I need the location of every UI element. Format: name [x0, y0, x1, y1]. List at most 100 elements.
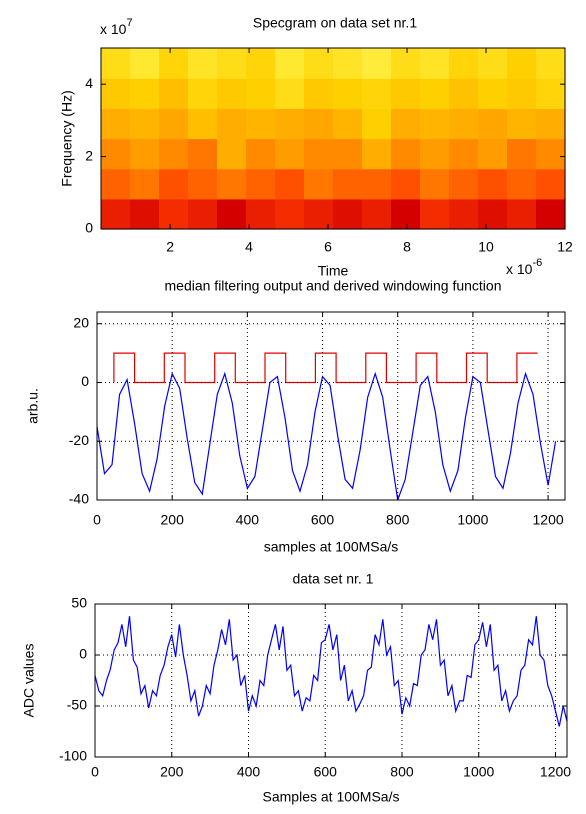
spectrogram-cell — [188, 168, 218, 200]
y-tick-label: -50 — [67, 697, 87, 713]
spectrogram-cell — [217, 78, 247, 109]
spectrogram-cell — [507, 108, 537, 140]
spectrogram-cell — [217, 138, 247, 170]
spectrogram-cell — [159, 48, 189, 79]
chart-title: data set nr. 1 — [293, 571, 374, 587]
spectrogram-cell — [246, 198, 276, 230]
spectrogram-cell — [420, 198, 450, 230]
spectrogram-cell — [449, 168, 479, 200]
spectrogram-cell — [130, 138, 160, 170]
y-axis-label: Frequency (Hz) — [59, 90, 75, 186]
spectrogram-cell — [420, 168, 450, 200]
spectrogram-cell — [478, 168, 508, 200]
spectrogram-cell — [217, 198, 247, 230]
spectrogram-cell — [304, 48, 334, 79]
x-tick-label: 2 — [166, 239, 174, 255]
x-tick-label: 6 — [324, 239, 332, 255]
spectrogram-cell — [391, 48, 421, 79]
spectrogram-cell — [391, 168, 421, 200]
spectrogram-cell — [275, 108, 305, 140]
y-tick-label: 0 — [79, 646, 87, 662]
y-tick-label: -100 — [59, 748, 87, 764]
x-tick-label: 12 — [557, 239, 573, 255]
spectrogram-cell — [507, 48, 537, 79]
spectrogram-cell — [217, 168, 247, 200]
spectrogram-cell — [304, 168, 334, 200]
spectrogram-cell — [391, 108, 421, 140]
spectrogram-cell — [449, 48, 479, 79]
spectrogram-cell — [362, 108, 392, 140]
spectrogram-cell — [188, 108, 218, 140]
x-tick-label: 4 — [245, 239, 253, 255]
x-tick-label: 400 — [236, 512, 260, 528]
spectrogram-cell — [333, 138, 363, 170]
spectrogram-cell — [246, 138, 276, 170]
spectrogram-cell — [333, 78, 363, 109]
spectrogram-cell — [420, 48, 450, 79]
spectrogram-cell — [101, 48, 131, 79]
x-axis-label: samples at 100MSa/s — [264, 539, 399, 555]
x-axis-label: Time — [318, 263, 349, 279]
spectrogram-cell — [507, 138, 537, 170]
spectrogram-cell — [159, 168, 189, 200]
x-tick-label: 200 — [160, 764, 184, 780]
exponent-power: -6 — [532, 257, 542, 269]
spectrogram-cell — [478, 198, 508, 230]
x-tick-label: 0 — [93, 512, 101, 528]
spectrogram-cell — [420, 78, 450, 109]
spectrogram-cell — [536, 198, 566, 230]
spectrogram-cell — [333, 108, 363, 140]
axis-exponent: x 10-6 — [506, 257, 542, 277]
x-tick-label: 1200 — [540, 764, 571, 780]
spectrogram-cell — [449, 198, 479, 230]
spectrogram-cell — [101, 108, 131, 140]
plot-frame — [94, 603, 568, 758]
spectrogram-cell — [391, 198, 421, 230]
chart-title: Specgram on data set nr.1 — [253, 15, 417, 31]
series-line — [95, 616, 567, 727]
spectrogram-cell — [333, 198, 363, 230]
spectrogram-cell — [420, 108, 450, 140]
y-tick-label: 50 — [71, 595, 87, 611]
spectrogram-cell — [101, 198, 131, 230]
spectrogram-cell — [101, 138, 131, 170]
y-tick-label: -40 — [69, 491, 89, 507]
x-axis-label: Samples at 100MSa/s — [263, 789, 400, 805]
exponent-base: x 10 — [506, 261, 533, 277]
spectrogram-cell — [420, 138, 450, 170]
spectrogram-cell — [304, 138, 334, 170]
x-tick-label: 0 — [91, 764, 99, 780]
spectrogram-cell — [275, 78, 305, 109]
spectrogram-cell — [246, 48, 276, 79]
x-tick-label: 600 — [314, 764, 338, 780]
spectrogram-cell — [130, 108, 160, 140]
spectrogram-cell — [275, 198, 305, 230]
spectrogram-cell — [275, 138, 305, 170]
spectrogram-cell — [536, 168, 566, 200]
exponent-base: x 10 — [100, 21, 127, 37]
spectrogram-cell — [275, 168, 305, 200]
y-axis-label: arb.u. — [25, 388, 41, 424]
spectrogram-cell — [246, 78, 276, 109]
spectrogram-cell — [101, 168, 131, 200]
x-tick-label: 200 — [161, 512, 185, 528]
spectrogram-cell — [159, 108, 189, 140]
spectrogram-cell — [536, 138, 566, 170]
spectrogram-cell — [159, 198, 189, 230]
y-tick-label: 20 — [73, 314, 89, 330]
spectrogram-cell — [304, 108, 334, 140]
spectrogram-cell — [362, 138, 392, 170]
spectrogram-cell — [536, 108, 566, 140]
spectrogram-cell — [362, 78, 392, 109]
spectrogram-cell — [507, 78, 537, 109]
spectrogram-cell — [130, 78, 160, 109]
spectrogram-cell — [304, 78, 334, 109]
exponent-power: 7 — [126, 17, 132, 29]
x-tick-label: 800 — [390, 764, 414, 780]
spectrogram-cell — [130, 48, 160, 79]
spectrogram-cell — [159, 78, 189, 109]
y-tick-label: 2 — [85, 147, 93, 163]
series-line — [97, 371, 557, 500]
spectrogram-cell — [391, 78, 421, 109]
spectrogram-cell — [391, 138, 421, 170]
